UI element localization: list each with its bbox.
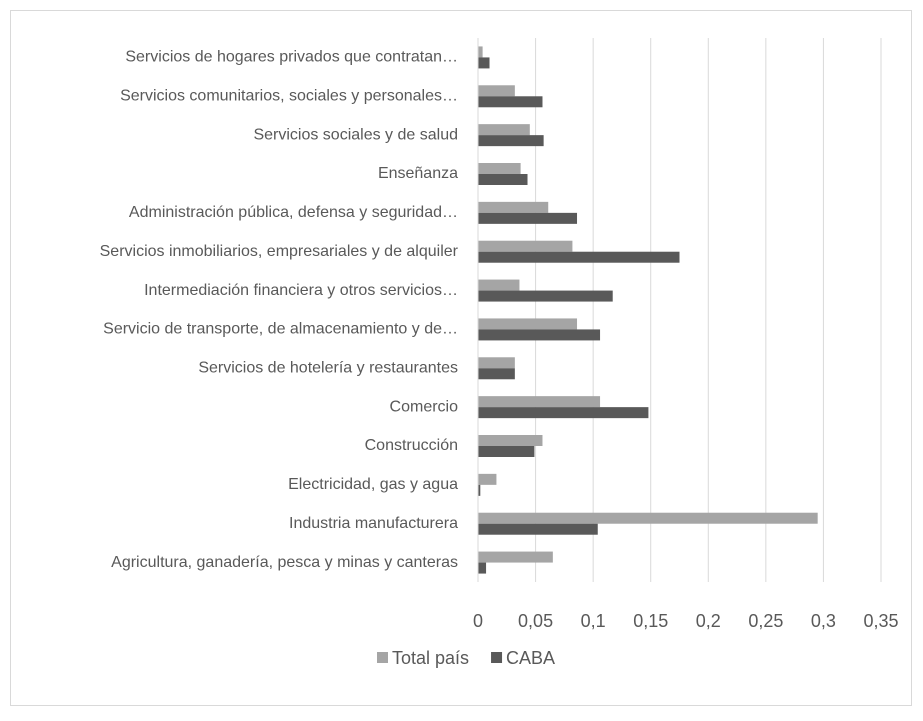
bar: [478, 96, 543, 108]
bar: [478, 290, 613, 302]
bar: [478, 484, 481, 496]
x-tick-label: 0: [473, 611, 483, 631]
y-tick-label: Comercio: [390, 398, 459, 415]
x-tick-label: 0,3: [811, 611, 836, 631]
bar: [478, 85, 515, 97]
bar: [478, 201, 549, 213]
bar: [478, 279, 520, 291]
bar: [478, 135, 544, 147]
y-tick-label: Intermediación financiera y otros servic…: [144, 282, 458, 299]
x-tick-label: 0,2: [696, 611, 721, 631]
bar: [478, 318, 578, 330]
bar: [478, 368, 515, 380]
bar: [478, 523, 598, 535]
bar: [478, 329, 601, 341]
x-tick-label: 0,05: [518, 611, 553, 631]
legend-swatch: [491, 652, 503, 663]
legend-label: Total país: [392, 648, 469, 668]
bar: [478, 163, 521, 174]
bar: [478, 46, 483, 58]
y-tick-label: Servicios inmobiliarios, empresariales y…: [100, 243, 459, 260]
bar: [478, 57, 490, 69]
bar: [478, 357, 515, 369]
bar: [478, 407, 649, 419]
bar: [478, 562, 487, 574]
bar: [478, 240, 573, 252]
bar: [478, 124, 530, 136]
y-tick-label: Administración pública, defensa y seguri…: [129, 204, 458, 221]
y-tick-label: Agricultura, ganadería, pesca y minas y …: [111, 554, 458, 571]
y-tick-label: Servicios de hotelería y restaurantes: [198, 360, 458, 377]
x-tick-label: 0,25: [748, 611, 783, 631]
x-tick-label: 0,35: [863, 611, 898, 631]
x-tick-label: 0,15: [633, 611, 668, 631]
y-tick-label: Servicios de hogares privados que contra…: [125, 49, 458, 66]
y-tick-label: Servicios comunitarios, sociales y perso…: [120, 88, 458, 105]
legend-swatch: [377, 652, 388, 663]
bar: [478, 396, 601, 408]
bar: [478, 212, 578, 224]
y-tick-label: Servicios sociales y de salud: [253, 126, 458, 143]
bar: [478, 551, 553, 563]
legend-label: CABA: [506, 648, 555, 668]
bar: [478, 251, 680, 263]
x-tick-label: 0,1: [581, 611, 606, 631]
y-tick-label: Enseñanza: [378, 165, 458, 182]
bar: [478, 512, 818, 524]
bar: [478, 446, 535, 457]
y-tick-label: Industria manufacturera: [289, 515, 458, 532]
y-tick-label: Electricidad, gas y agua: [288, 476, 458, 493]
chart-border: [10, 10, 912, 706]
y-tick-label: Servicio de transporte, de almacenamient…: [103, 321, 458, 338]
bar: [478, 473, 497, 485]
bar: [478, 174, 528, 185]
bar: [478, 435, 543, 446]
y-tick-label: Construcción: [365, 437, 458, 454]
